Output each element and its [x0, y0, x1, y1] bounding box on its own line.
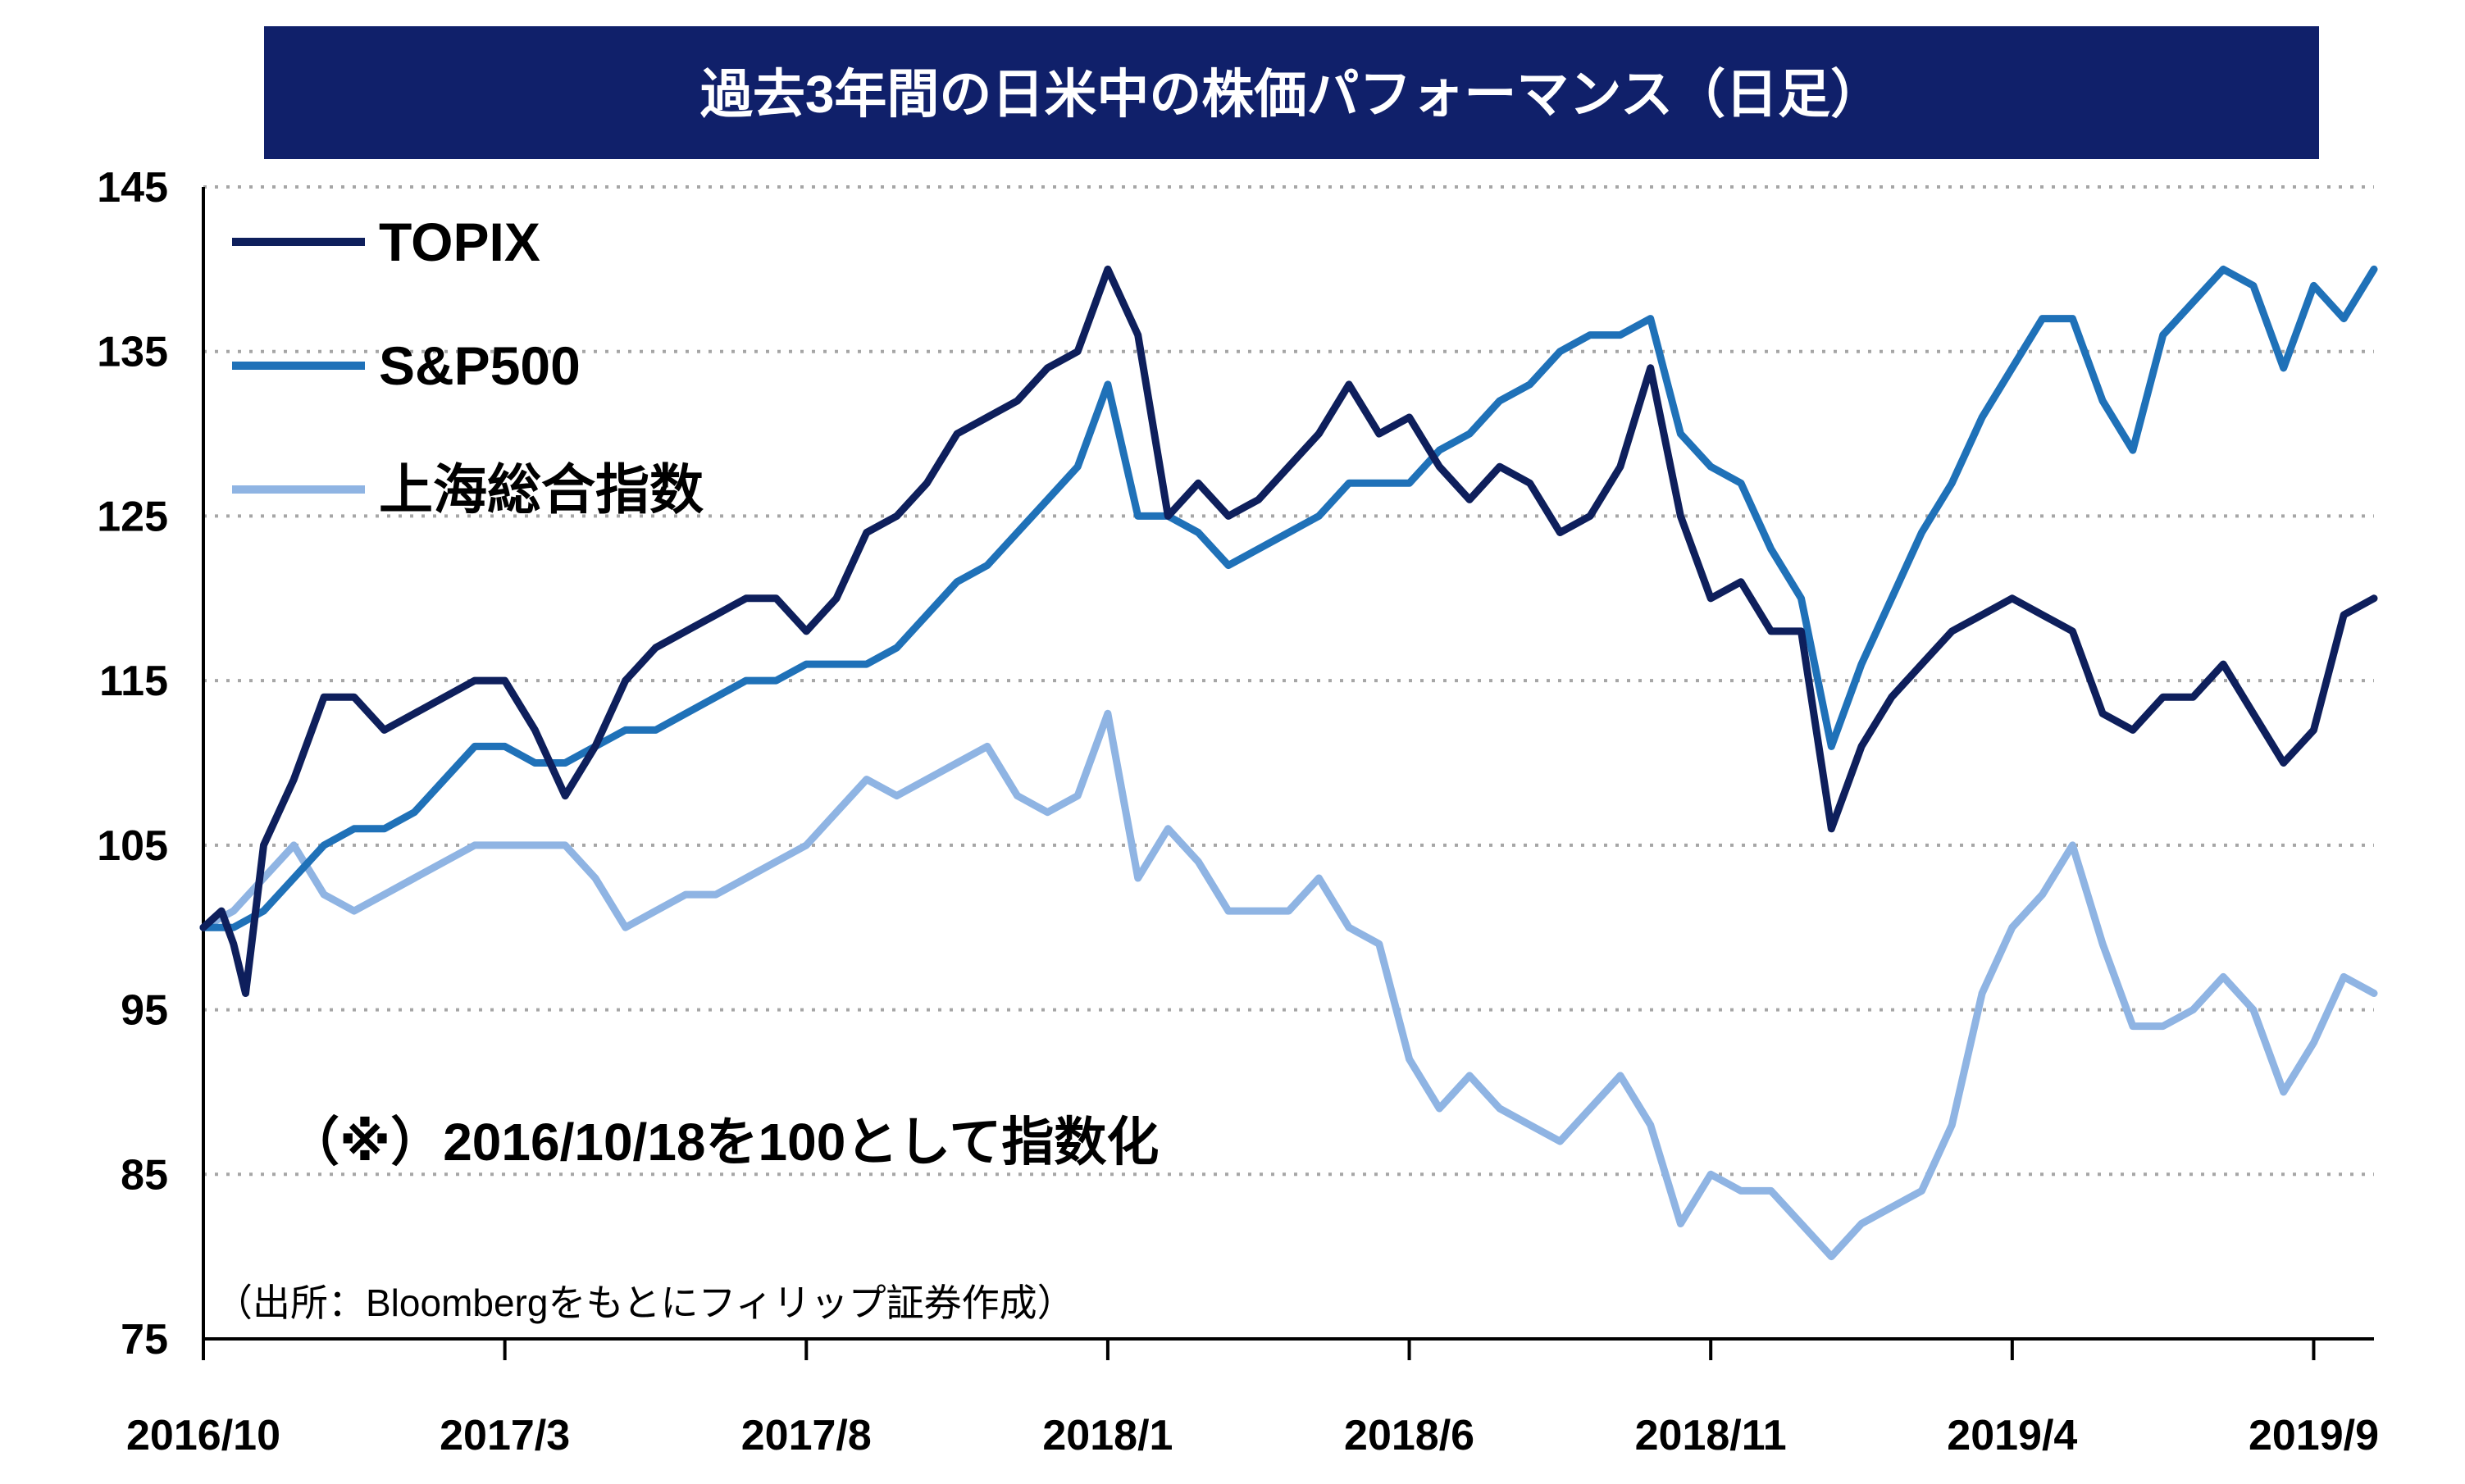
x-tick-label: 2017/8 — [741, 1412, 872, 1459]
y-tick-label: 125 — [97, 493, 168, 540]
legend-label-topix: TOPIX — [379, 212, 540, 272]
x-tick-label: 2017/3 — [440, 1412, 570, 1459]
x-ticks — [202, 1339, 2316, 1360]
legend-label-shanghai: 上海総合指数 — [379, 459, 704, 520]
chart-title: 過去3年間の日米中の株価パフォーマンス（日足） — [700, 65, 1883, 124]
x-tick-label: 2016/10 — [126, 1412, 280, 1459]
index-note: （※）2016/10/18を100として指数化 — [287, 1113, 1159, 1172]
y-tick-label: 145 — [97, 164, 168, 212]
legend: TOPIX S&P500 上海総合指数 — [232, 212, 704, 520]
y-tick-label: 95 — [121, 987, 168, 1035]
y-tick-labels: 75 85 95 105 115 125 135 145 — [97, 164, 168, 1363]
y-tick-label: 135 — [97, 329, 168, 376]
title-background — [264, 26, 2319, 159]
y-tick-label: 75 — [121, 1316, 168, 1363]
x-tick-label: 2019/9 — [2249, 1412, 2379, 1459]
legend-label-sp500: S&P500 — [379, 335, 581, 396]
series-line-1 — [199, 265, 2378, 931]
y-tick-label: 85 — [121, 1151, 168, 1199]
x-tick-label: 2019/4 — [1947, 1412, 2077, 1459]
series-line-2 — [199, 709, 2378, 1261]
x-tick-label: 2018/1 — [1042, 1412, 1173, 1459]
y-tick-label: 115 — [99, 658, 168, 705]
source-note: （出所：Bloombergをもとにフィリップ証券作成） — [215, 1281, 1075, 1324]
y-tick-label: 105 — [97, 822, 168, 870]
x-tick-label: 2018/11 — [1635, 1412, 1787, 1459]
series-lines — [199, 265, 2378, 1261]
x-tick-label: 2018/6 — [1344, 1412, 1474, 1459]
series-line-0 — [199, 265, 2378, 997]
x-tick-labels: 2016/10 2017/3 2017/8 2018/1 2018/6 2018/11 20… — [126, 1412, 2379, 1459]
